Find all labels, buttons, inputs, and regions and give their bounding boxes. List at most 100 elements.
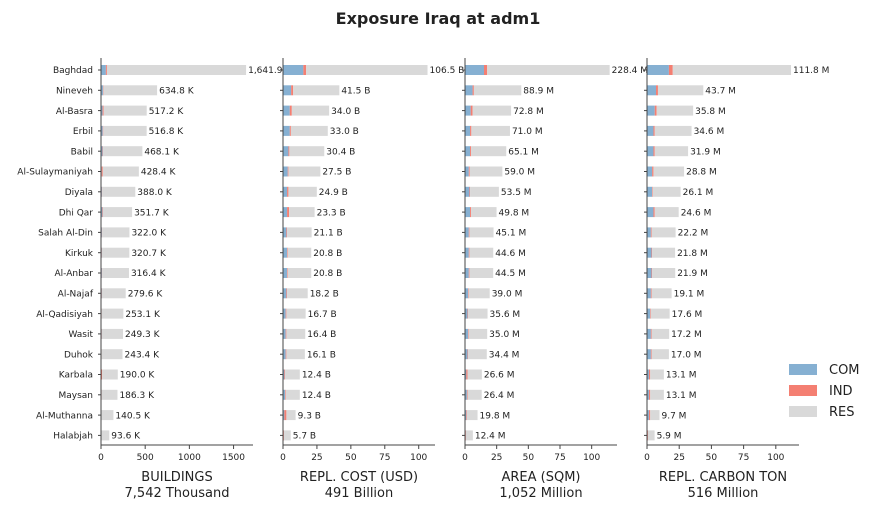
bar-res-5 (653, 166, 685, 177)
bar-res-6 (102, 186, 136, 197)
bar-com-15 (465, 369, 467, 380)
value-label-4: 30.4 B (326, 147, 355, 157)
bar-res-1 (473, 85, 522, 96)
bar-com-7 (647, 207, 654, 218)
category-label-17: Al-Muthanna (36, 411, 93, 421)
value-label-8: 22.2 M (678, 229, 709, 239)
bar-com-10 (283, 268, 288, 278)
value-label-7: 24.6 M (681, 208, 712, 218)
category-label-6: Diyala (65, 188, 93, 198)
bar-com-1 (465, 85, 473, 96)
category-label-12: Al-Qadisiyah (36, 310, 93, 320)
bar-com-0 (647, 65, 669, 75)
bar-res-7 (654, 207, 679, 218)
bar-res-3 (654, 125, 692, 136)
bar-com-11 (283, 288, 287, 299)
value-label-15: 13.1 M (666, 371, 697, 381)
bar-ind-7 (287, 207, 290, 218)
x-tick-label-1: 25 (673, 453, 684, 463)
bar-ind-2 (470, 105, 473, 116)
bar-res-4 (654, 146, 689, 157)
value-label-11: 19.1 M (674, 290, 705, 300)
panel-subtitle: 491 Billion (325, 486, 394, 501)
bar-res-16 (285, 389, 300, 400)
x-tick-label-2: 50 (523, 453, 535, 463)
value-label-12: 17.6 M (672, 310, 703, 320)
x-tick-label-1: 25 (491, 453, 502, 463)
panel-4: 111.8 M 43.7 M 35.8 M 34.6 M 31.9 M 28.8 M 26.… (644, 58, 829, 501)
bar-ind-0 (105, 65, 107, 75)
bar-res-3 (103, 125, 147, 136)
value-label-0: 1,641.9 K (248, 66, 292, 76)
value-label-0: 111.8 M (793, 66, 829, 76)
bar-res-15 (650, 369, 664, 380)
bar-res-15 (467, 369, 482, 380)
bar-res-8 (102, 227, 130, 238)
bar-res-9 (652, 247, 676, 258)
bar-com-2 (647, 105, 655, 116)
bar-res-8 (287, 227, 312, 238)
category-label-4: Babil (71, 147, 93, 157)
category-label-16: Maysan (58, 391, 93, 401)
value-label-2: 517.2 K (149, 107, 185, 117)
bar-ind-2 (654, 105, 657, 116)
x-tick-label-3: 1500 (222, 453, 245, 463)
x-tick-label-2: 1000 (178, 453, 201, 463)
bar-res-10 (102, 268, 129, 278)
bar-ind-7 (102, 207, 103, 218)
value-label-7: 23.3 B (317, 208, 346, 218)
x-tick-label-0: 0 (98, 453, 104, 463)
value-label-3: 34.6 M (694, 127, 725, 137)
value-label-10: 20.8 B (313, 269, 342, 279)
bar-ind-5 (468, 166, 470, 177)
bar-ind-14 (285, 349, 287, 360)
bar-res-7 (102, 207, 133, 218)
value-label-17: 19.8 M (480, 411, 511, 421)
bar-com-13 (465, 328, 469, 339)
x-tick-label-2: 50 (345, 453, 357, 463)
value-label-6: 388.0 K (137, 188, 173, 198)
bar-com-16 (647, 389, 649, 400)
category-label-7: Dhi Qar (59, 208, 94, 218)
bar-ind-11 (650, 288, 652, 299)
value-label-6: 26.1 M (683, 188, 714, 198)
value-label-16: 12.4 B (302, 391, 331, 401)
bar-com-8 (283, 227, 287, 238)
bar-ind-15 (466, 369, 468, 380)
bar-com-12 (283, 308, 286, 319)
value-label-6: 24.9 B (319, 188, 348, 198)
bar-res-5 (288, 166, 321, 177)
bar-ind-11 (468, 288, 469, 299)
bar-com-16 (465, 389, 467, 400)
bar-res-16 (650, 389, 664, 400)
bar-com-4 (465, 146, 471, 157)
bar-res-17 (286, 410, 296, 421)
category-label-9: Kirkuk (65, 249, 94, 259)
bar-ind-3 (102, 125, 104, 136)
x-tick-label-4: 100 (410, 453, 427, 463)
bar-res-12 (468, 308, 488, 319)
bar-com-11 (647, 288, 651, 299)
bar-com-4 (283, 146, 289, 157)
bar-com-12 (647, 308, 651, 319)
bar-ind-10 (287, 268, 288, 278)
bar-res-3 (471, 125, 510, 136)
bar-res-18 (284, 430, 291, 441)
value-label-14: 34.4 M (489, 350, 520, 360)
bar-res-4 (103, 146, 143, 157)
value-label-5: 59.0 M (504, 168, 535, 178)
bar-res-5 (102, 166, 139, 177)
x-tick-label-4: 100 (767, 453, 784, 463)
category-label-10: Al-Anbar (55, 269, 94, 279)
category-label-8: Salah Al-Din (38, 229, 93, 239)
x-tick-label-0: 0 (462, 453, 468, 463)
bar-ind-14 (650, 349, 652, 360)
bar-ind-11 (286, 288, 288, 299)
bar-ind-0 (484, 65, 488, 75)
value-label-2: 72.8 M (513, 107, 544, 117)
bar-res-10 (287, 268, 312, 278)
bar-res-9 (287, 247, 312, 258)
bar-com-0 (465, 65, 484, 75)
bar-com-3 (465, 125, 471, 136)
